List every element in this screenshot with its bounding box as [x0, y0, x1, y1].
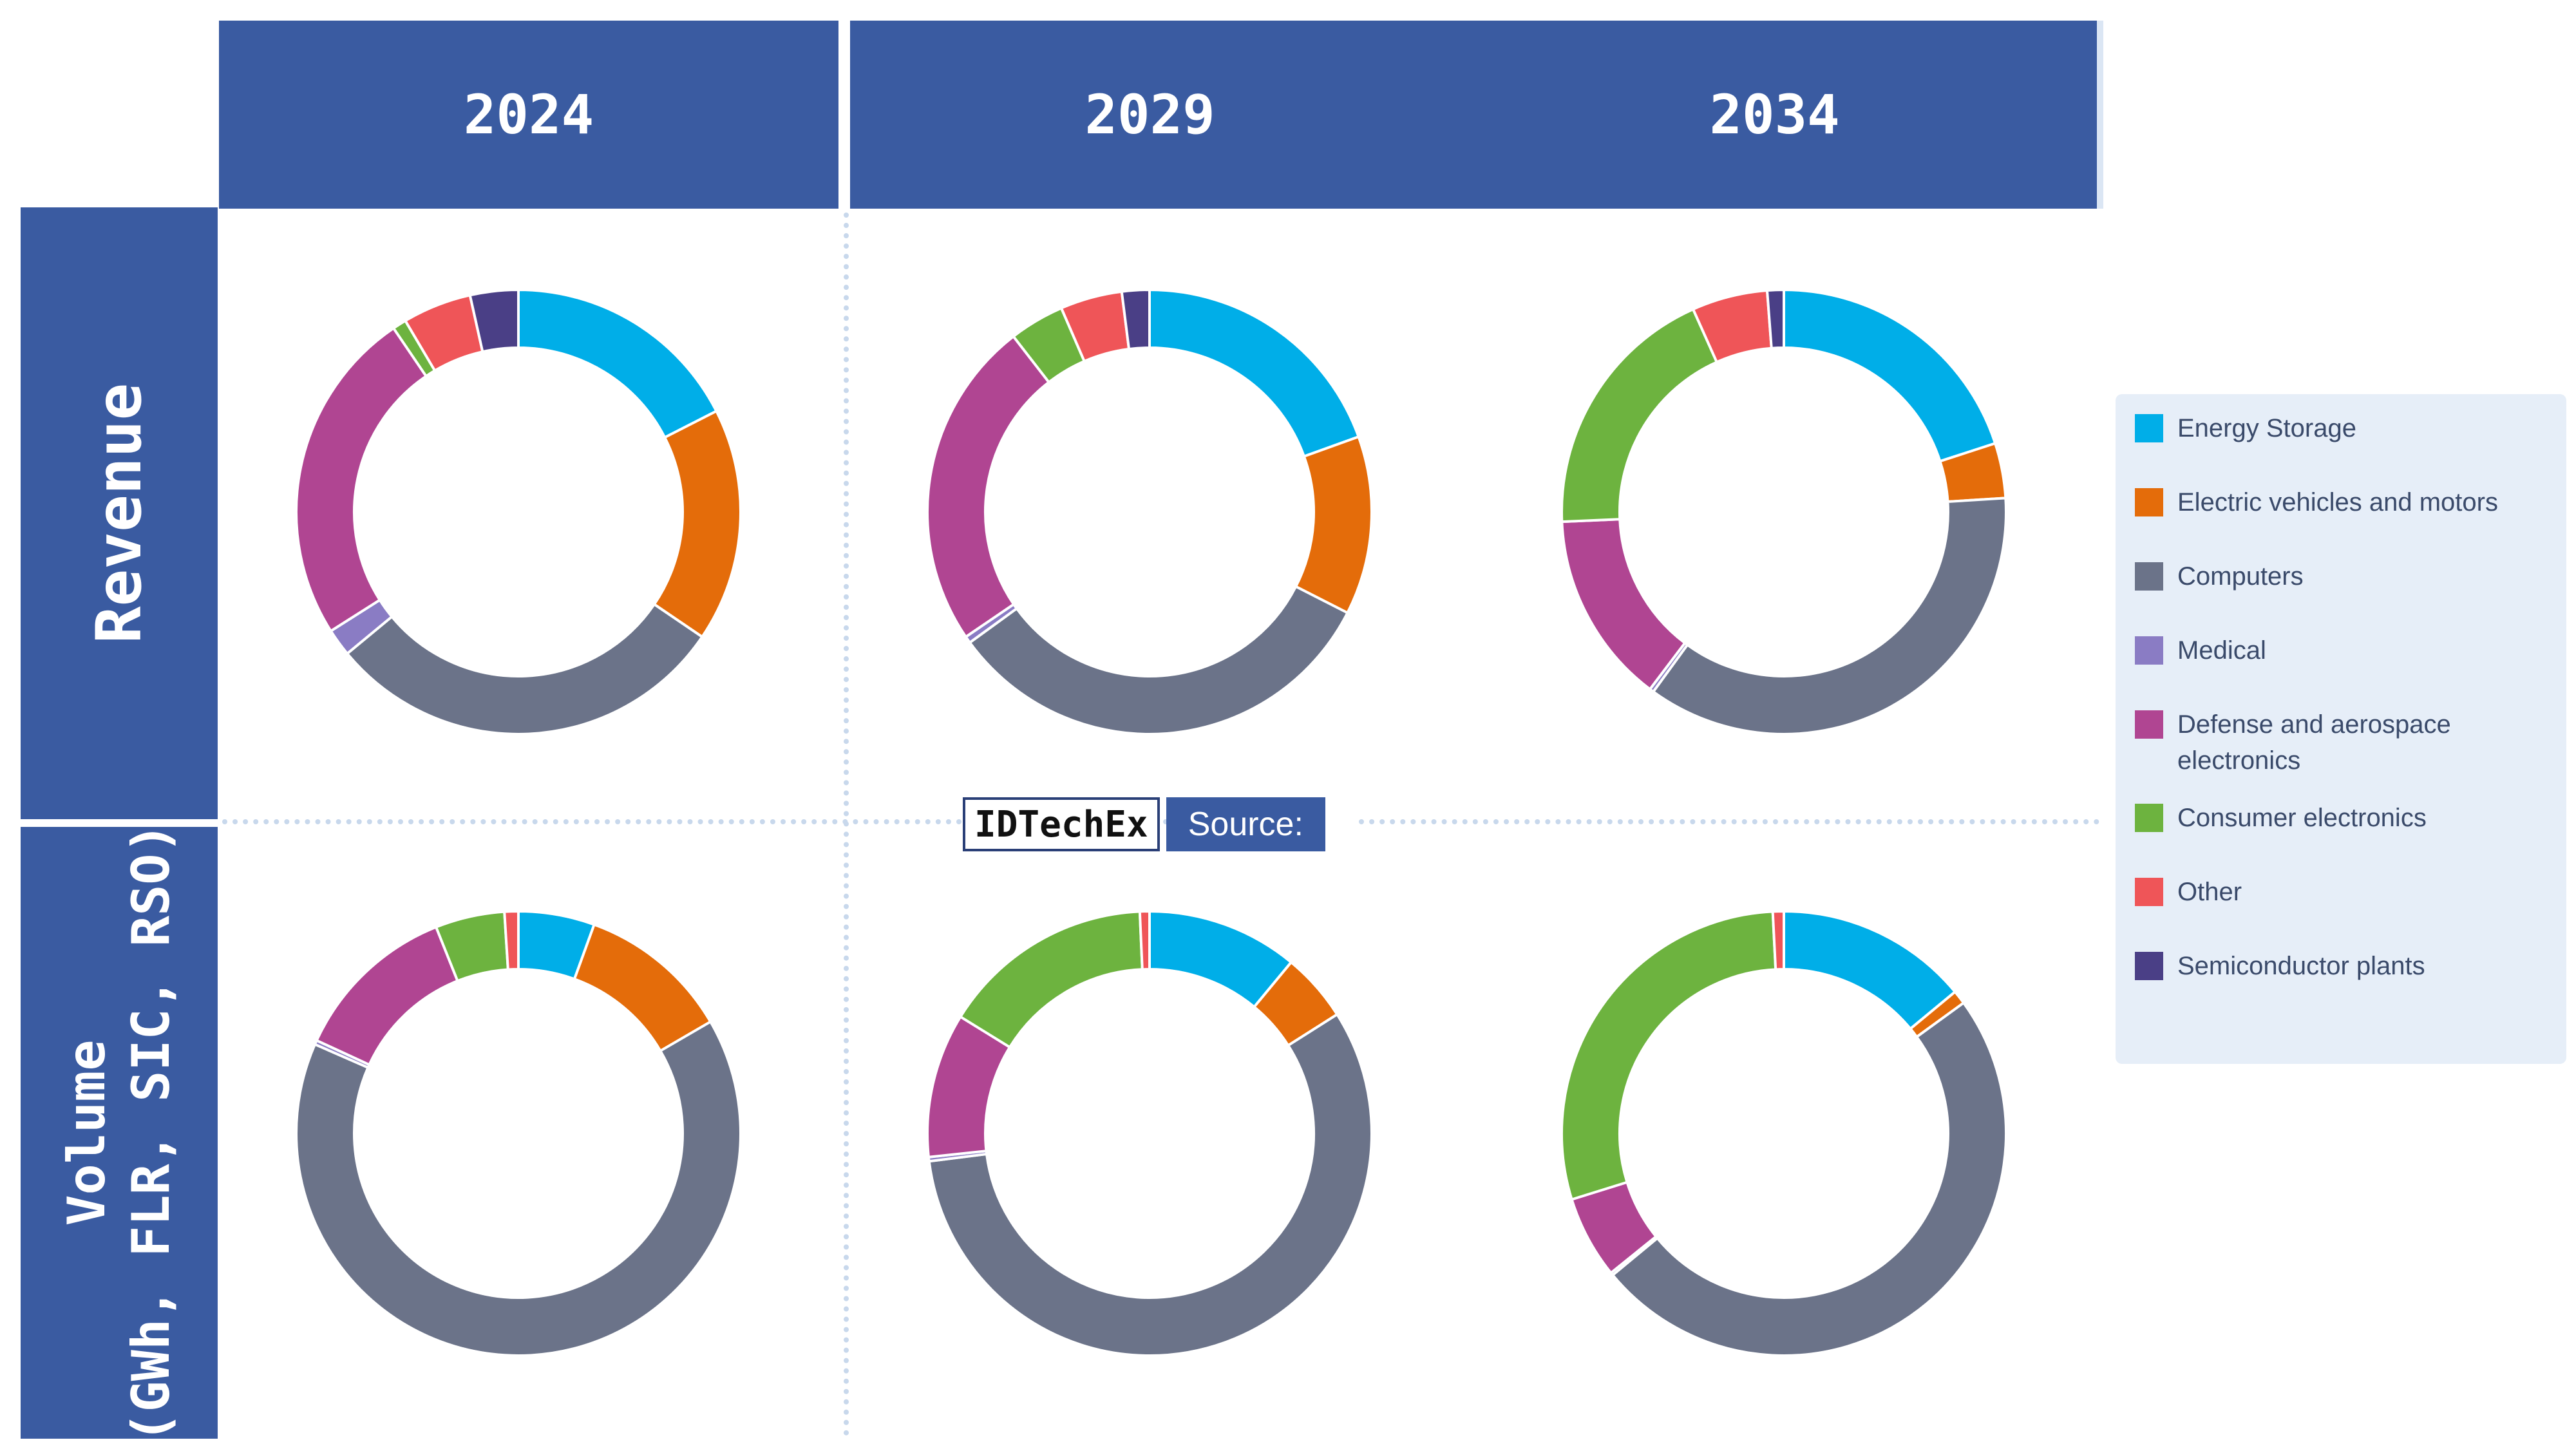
grid-divider-horizontal-right — [1359, 819, 2099, 824]
donut-slice-s2 — [1294, 435, 1373, 615]
donut-chart-1 — [926, 288, 1373, 735]
donut-slice-s1 — [1783, 909, 1957, 1031]
header-edge — [2097, 21, 2103, 209]
legend-swatch — [2135, 636, 2163, 665]
donut-slice-s3 — [927, 1012, 1373, 1357]
legend-item-s3: Computers — [2135, 558, 2564, 594]
legend-label: Other — [2177, 878, 2242, 906]
donut-slice-s1 — [517, 288, 719, 439]
legend-swatch — [2135, 804, 2163, 832]
donut-chart-3 — [295, 909, 742, 1357]
donut-slice-s2 — [652, 409, 742, 639]
legend-swatch — [2135, 878, 2163, 906]
watermark-logo: IDTechEx — [963, 797, 1160, 851]
legend-item-s6: Consumer electronics — [2135, 800, 2564, 836]
donut-slice-s6 — [958, 910, 1144, 1049]
grid-divider-vertical — [844, 213, 849, 1436]
legend-swatch — [2135, 562, 2163, 591]
legend-label: Computers — [2177, 562, 2304, 591]
column-header-2024-label: 2024 — [463, 83, 594, 146]
legend-item-s4: Medical — [2135, 632, 2564, 668]
donut-slice-s8 — [468, 288, 520, 354]
donut-slice-s2 — [573, 923, 712, 1053]
legend-item-s8: Semiconductor plants — [2135, 948, 2564, 984]
donut-slice-s3 — [1611, 1001, 2008, 1358]
donut-slice-s7 — [503, 909, 520, 971]
legend-label: Energy Storage — [2177, 414, 2356, 442]
legend-label: Medical — [2177, 636, 2266, 665]
donut-slice-s5 — [1560, 518, 1687, 692]
legend-swatch — [2135, 414, 2163, 442]
donut-slice-s3 — [1651, 497, 2007, 735]
watermark-source: Source: — [1166, 797, 1325, 851]
donut-slice-s8 — [1120, 288, 1151, 351]
donut-slice-s1 — [1148, 288, 1361, 459]
donut-chart-0 — [295, 288, 742, 735]
watermark: IDTechEx Source: — [963, 797, 1325, 851]
row-header-volume: Volume (GWh, FLR, SIC, RSO) — [21, 822, 218, 1443]
donut-chart-4 — [926, 909, 1373, 1357]
donut-slice-s7 — [1138, 909, 1151, 971]
donut-slice-s3 — [345, 602, 705, 735]
chart-legend: Energy Storage Electric vehicles and moto… — [2116, 394, 2566, 1064]
donut-chart-2 — [1560, 288, 2007, 735]
donut-slice-s6 — [1560, 307, 1719, 524]
donut-slice-s1 — [1783, 288, 1997, 463]
donut-slice-s3 — [968, 585, 1350, 735]
column-header-2029-2034: 2029 2034 — [850, 21, 2099, 209]
legend-label: Consumer electronics — [2177, 804, 2427, 832]
legend-item-s5: Defense and aerospace electronics — [2135, 706, 2564, 779]
donut-slice-s7 — [1771, 909, 1785, 971]
donut-chart-5 — [1560, 909, 2008, 1358]
legend-label: Defense and aerospace electronics — [2177, 710, 2451, 775]
column-header-2024: 2024 — [219, 21, 838, 209]
legend-item-s2: Electric vehicles and motors — [2135, 484, 2564, 520]
donut-slice-s5 — [315, 925, 460, 1066]
donut-slice-s6 — [1560, 910, 1777, 1201]
donut-slice-s5 — [295, 326, 428, 633]
legend-item-s1: Energy Storage — [2135, 410, 2564, 446]
donut-slice-s3 — [295, 1019, 742, 1357]
donut-slice-s8 — [1765, 288, 1785, 350]
column-header-2034-label: 2034 — [1709, 83, 1840, 146]
legend-label: Semiconductor plants — [2177, 952, 2425, 980]
legend-label: Electric vehicles and motors — [2177, 488, 2498, 516]
grid-divider-horizontal-left — [222, 819, 1169, 824]
legend-item-s7: Other — [2135, 874, 2564, 910]
legend-swatch — [2135, 488, 2163, 516]
donut-slice-s5 — [926, 334, 1051, 639]
legend-swatch — [2135, 710, 2163, 739]
column-header-2029-label: 2029 — [1084, 83, 1215, 146]
legend-swatch — [2135, 952, 2163, 980]
row-header-revenue: Revenue — [21, 207, 218, 819]
